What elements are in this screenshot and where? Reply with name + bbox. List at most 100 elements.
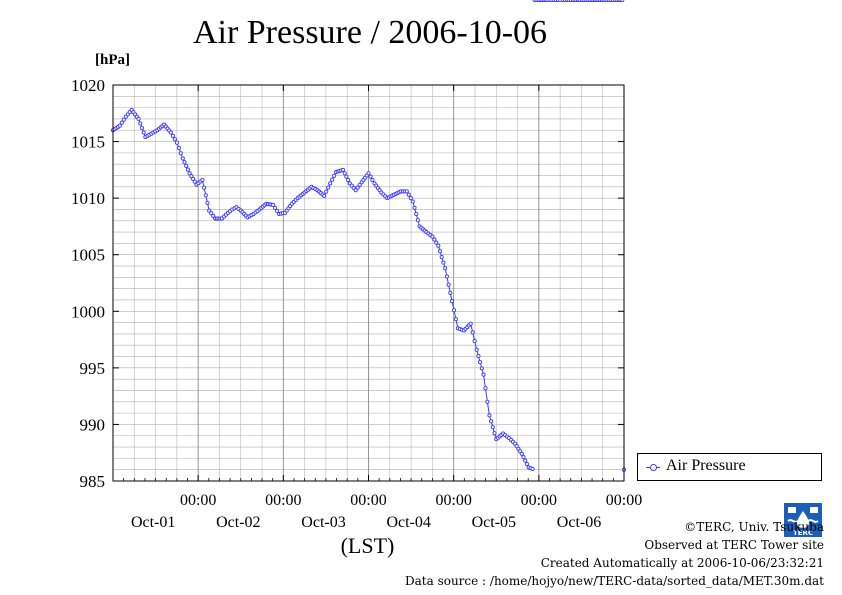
- data-point: [368, 174, 373, 179]
- data-point: [139, 125, 145, 131]
- data-point: [207, 208, 212, 213]
- data-point: [211, 213, 216, 218]
- data-point: [432, 237, 437, 242]
- data-point: [453, 317, 458, 322]
- data-point: [414, 211, 419, 217]
- data-point: [441, 260, 446, 265]
- data-point: [434, 240, 439, 245]
- data-point: [192, 179, 197, 184]
- data-point: [121, 117, 126, 122]
- data-point: [332, 173, 337, 178]
- x-tick-time-label: 00:00: [265, 492, 301, 509]
- y-tick-label: 995: [80, 359, 106, 378]
- data-point: [324, 189, 329, 194]
- data-point: [415, 218, 420, 223]
- series-air-pressure: [110, 0, 627, 472]
- y-tick-label: 1010: [71, 189, 105, 208]
- x-tick-date-label: Oct-04: [386, 514, 430, 531]
- data-point: [353, 188, 358, 193]
- data-point: [470, 330, 475, 335]
- data-point: [180, 156, 185, 161]
- data-point: [481, 372, 486, 377]
- data-point: [344, 174, 349, 179]
- legend-label: Air Pressure: [666, 457, 746, 474]
- x-tick-date-label: Oct-01: [131, 514, 175, 531]
- y-tick-label: 1020: [71, 76, 105, 95]
- x-tick-date-label: Oct-06: [557, 514, 601, 531]
- data-point: [490, 425, 495, 430]
- y-tick-label: 1015: [71, 133, 105, 152]
- series-line: [112, 109, 533, 470]
- data-point: [203, 193, 208, 198]
- data-point: [468, 321, 473, 326]
- data-point: [117, 123, 122, 128]
- x-tick-time-label: 00:00: [350, 492, 386, 509]
- data-point: [178, 151, 183, 156]
- y-tick-label: 985: [80, 472, 106, 491]
- grid-lines: [113, 85, 624, 481]
- data-point: [189, 174, 194, 179]
- data-point: [410, 199, 415, 204]
- data-point: [185, 167, 190, 172]
- data-point: [443, 266, 448, 271]
- data-point: [370, 177, 375, 183]
- data-point: [328, 181, 333, 186]
- data-point: [487, 413, 492, 418]
- x-tick-date-label: Oct-02: [216, 514, 260, 531]
- data-point: [451, 308, 457, 313]
- data-point: [519, 451, 524, 456]
- data-point: [449, 299, 455, 304]
- data-point: [523, 458, 528, 463]
- data-point: [322, 193, 327, 198]
- data-point: [205, 200, 210, 206]
- data-point: [141, 130, 146, 135]
- data-point: [355, 185, 360, 190]
- credit-data-source: Data source : /home/hojyo/new/TERC-data/…: [405, 574, 824, 588]
- x-tick-date-label: Oct-05: [472, 514, 516, 531]
- data-point: [476, 353, 481, 359]
- data-point: [446, 282, 451, 287]
- data-point: [620, 0, 625, 3]
- data-point: [412, 205, 417, 210]
- data-point: [478, 360, 483, 365]
- data-point: [485, 399, 490, 404]
- data-point: [437, 249, 443, 254]
- data-point: [366, 171, 371, 176]
- credit-copyright: ©TERC, Univ. Tsukuba: [684, 520, 824, 534]
- y-tick-label: 1000: [71, 302, 105, 321]
- data-point: [474, 347, 479, 352]
- data-point: [136, 116, 141, 121]
- data-point: [479, 366, 484, 371]
- x-tick-date-label: Oct-03: [301, 514, 345, 531]
- y-tick-label: 1005: [71, 246, 105, 265]
- data-point: [202, 185, 207, 190]
- data-point: [209, 211, 214, 216]
- data-point: [340, 167, 346, 172]
- terc-logo-icon: TERC: [784, 503, 822, 537]
- legend-marker-swatch: [650, 464, 657, 471]
- data-point: [176, 145, 181, 151]
- data-point: [521, 455, 526, 460]
- x-tick-time-label: 00:00: [521, 492, 557, 509]
- y-tick-label: 990: [80, 415, 106, 434]
- x-axis-title: (LST): [340, 533, 395, 558]
- data-point: [357, 182, 362, 187]
- data-point: [408, 196, 413, 201]
- data-point: [489, 419, 494, 424]
- data-point: [172, 137, 177, 142]
- data-point: [138, 121, 143, 126]
- data-point: [200, 177, 205, 183]
- data-point: [326, 185, 331, 190]
- credit-created: Created Automatically at 2006-10-06/23:3…: [540, 556, 824, 570]
- x-tick-time-label: 00:00: [435, 492, 471, 509]
- data-point: [168, 130, 173, 135]
- chart-title: Air Pressure / 2006-10-06: [192, 14, 548, 51]
- y-axis-unit-label: [hPa]: [95, 52, 130, 68]
- x-tick-time-label: 00:00: [606, 492, 642, 509]
- data-point: [182, 160, 187, 165]
- data-point: [439, 254, 444, 260]
- data-point: [170, 133, 175, 138]
- data-point: [342, 171, 347, 176]
- data-point: [448, 290, 453, 295]
